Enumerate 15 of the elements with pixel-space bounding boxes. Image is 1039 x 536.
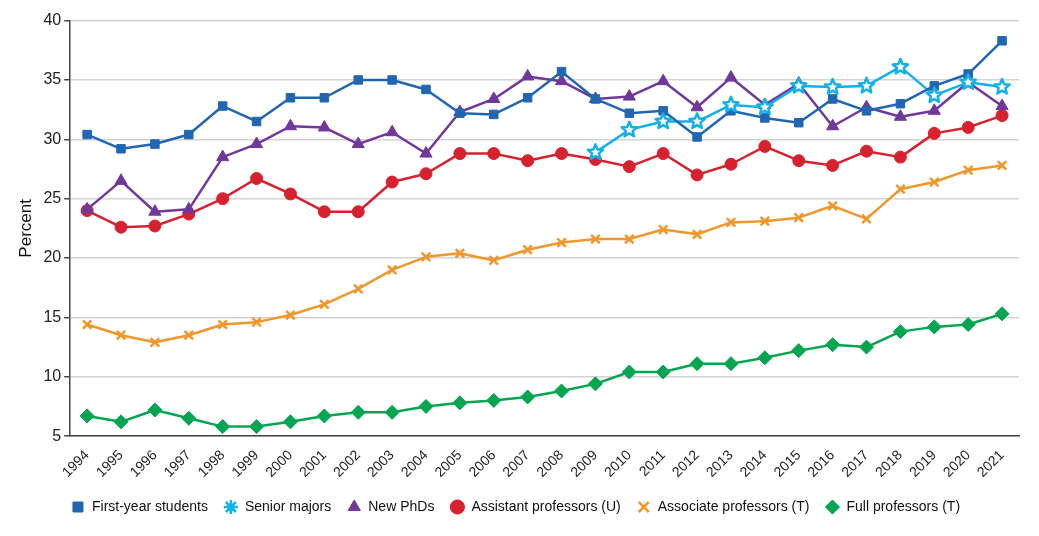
legend-label: First-year students — [91, 497, 208, 514]
y-tick-label: 35 — [43, 70, 62, 88]
y-tick-label: 25 — [43, 189, 62, 207]
legend-label: Full professors (T) — [846, 497, 961, 514]
legend-label: Senior majors — [244, 497, 332, 514]
y-tick-label: 20 — [43, 248, 62, 266]
legend-label: Assistant professors (U) — [471, 497, 621, 514]
legend-label: New PhDs — [368, 497, 435, 514]
y-tick-label: 10 — [43, 367, 62, 385]
y-axis-title: Percent — [15, 198, 35, 258]
legend-label: Associate professors (T) — [657, 497, 810, 514]
y-tick-label: 40 — [43, 11, 62, 29]
y-tick-label: 30 — [43, 129, 62, 147]
y-tick-label: 15 — [43, 307, 62, 325]
y-tick-label: 5 — [52, 426, 62, 444]
